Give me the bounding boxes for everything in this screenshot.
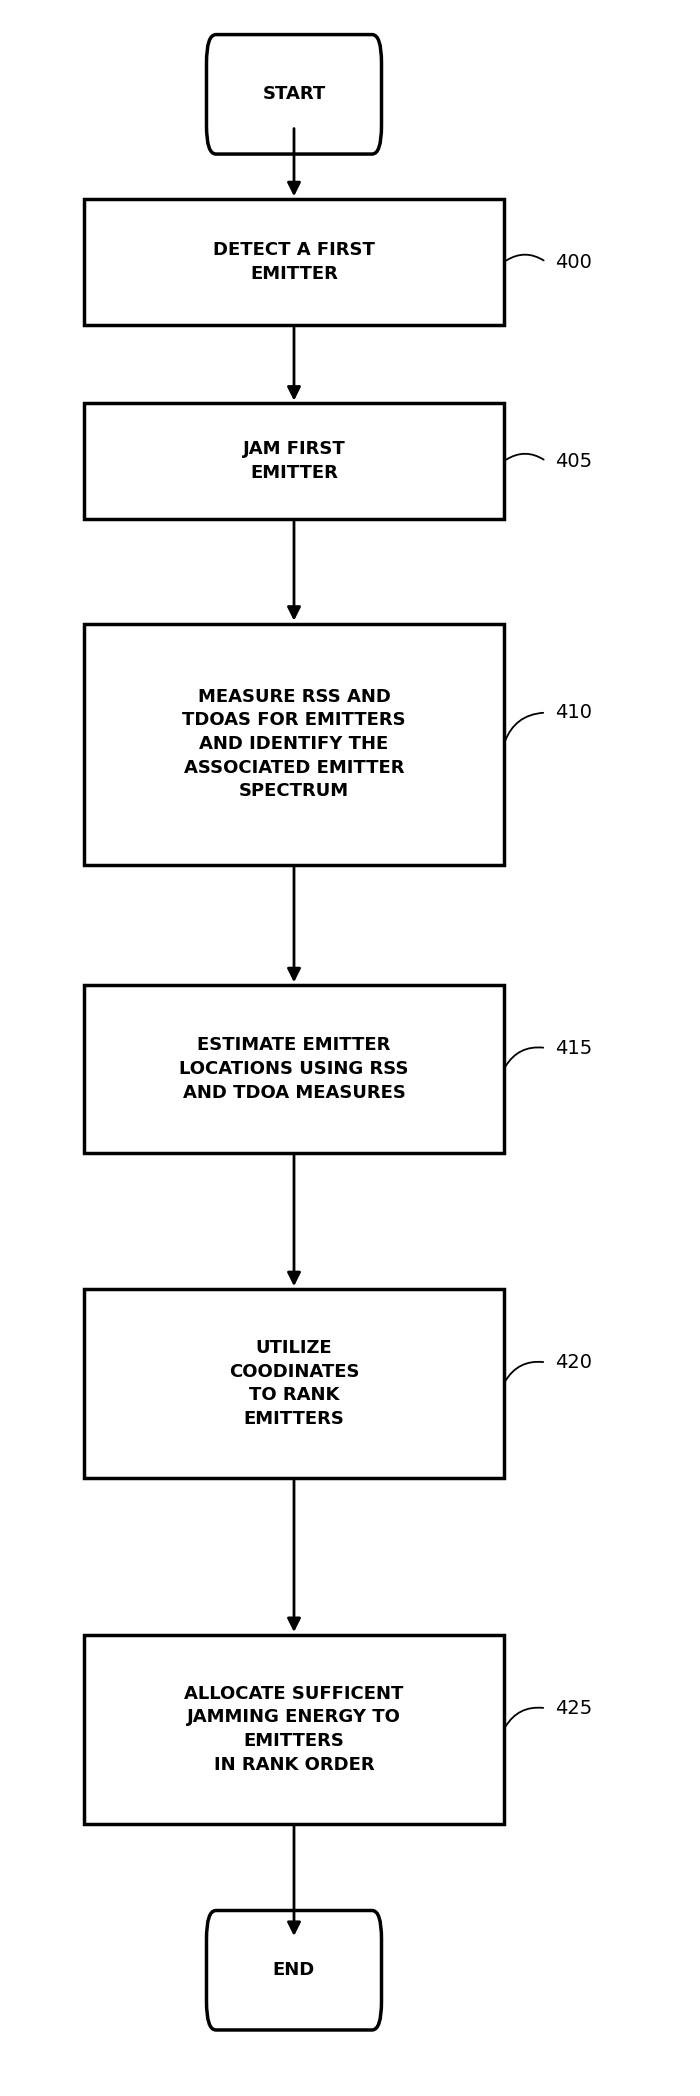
FancyBboxPatch shape [206,1912,382,2029]
Bar [84,199,504,325]
Text: START: START [262,86,326,103]
Text: ESTIMATE EMITTER
LOCATIONS USING RSS
AND TDOA MEASURES: ESTIMATE EMITTER LOCATIONS USING RSS AND… [179,1035,409,1102]
Text: END: END [273,1962,315,1979]
Bar [84,1635,504,1824]
Text: ALLOCATE SUFFICENT
JAMMING ENERGY TO
EMITTERS
IN RANK ORDER: ALLOCATE SUFFICENT JAMMING ENERGY TO EMI… [184,1685,404,1773]
Text: 415: 415 [555,1038,593,1058]
Bar [84,985,504,1153]
Bar [84,402,504,520]
Text: 405: 405 [555,451,593,472]
Text: 425: 425 [555,1698,593,1719]
Text: UTILIZE
COODINATES
TO RANK
EMITTERS: UTILIZE COODINATES TO RANK EMITTERS [229,1339,359,1427]
Bar [84,625,504,864]
Text: JAM FIRST
EMITTER: JAM FIRST EMITTER [243,440,345,482]
Text: 420: 420 [556,1352,592,1373]
FancyBboxPatch shape [206,34,382,155]
Text: 400: 400 [556,252,592,272]
Text: MEASURE RSS AND
TDOAS FOR EMITTERS
AND IDENTIFY THE
ASSOCIATED EMITTER
SPECTRUM: MEASURE RSS AND TDOAS FOR EMITTERS AND I… [182,687,406,801]
Text: DETECT A FIRST
EMITTER: DETECT A FIRST EMITTER [213,241,375,283]
Text: 410: 410 [556,702,592,723]
Bar [84,1289,504,1478]
